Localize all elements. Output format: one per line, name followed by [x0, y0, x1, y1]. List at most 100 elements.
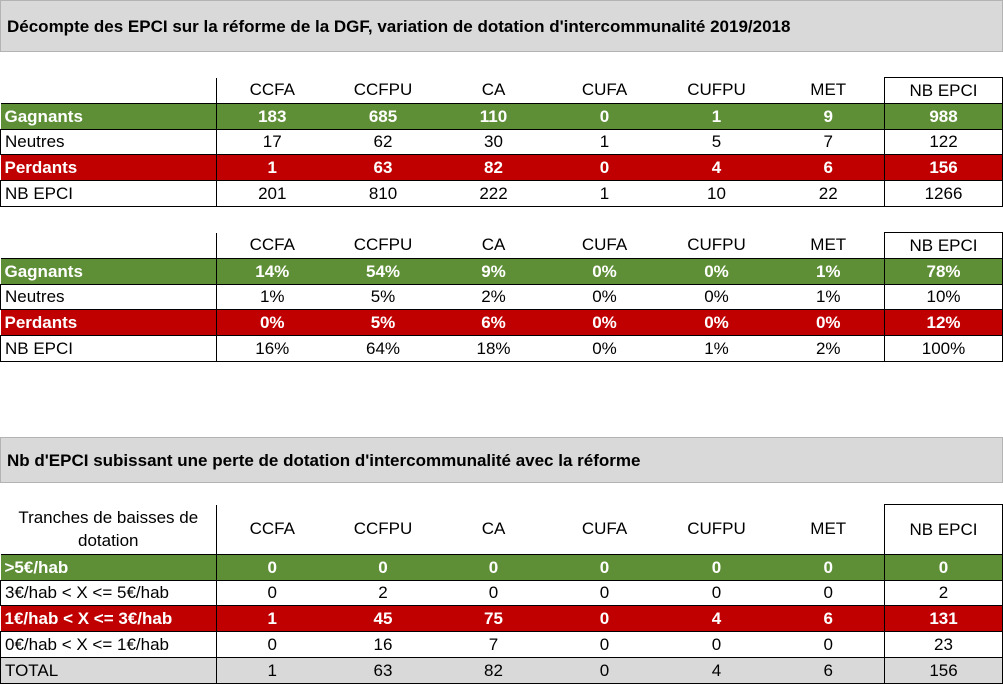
cell: 1 — [548, 180, 661, 207]
cell: 14% — [216, 258, 328, 285]
cell: 9 — [772, 103, 885, 130]
cell: 0% — [772, 309, 885, 336]
tranches-header: Tranches de baisses de dotation — [0, 504, 217, 555]
cell: 82 — [438, 657, 549, 684]
row-label: Gagnants — [0, 258, 217, 285]
row-label: Neutres — [0, 129, 217, 155]
col-header: MET — [772, 232, 885, 259]
cell: 78% — [884, 258, 1003, 285]
cell: 1% — [772, 258, 885, 285]
table-row: Perdants 0% 5% 6% 0% 0% 0% 12% — [0, 309, 1003, 336]
cell: 1266 — [884, 180, 1003, 207]
cell: 1% — [216, 284, 328, 310]
col-header: MET — [772, 77, 885, 104]
cell: 5% — [327, 284, 439, 310]
table-decompte-counts: CCFA CCFPU CA CUFA CUFPU MET NB EPCI Gag… — [0, 77, 1003, 207]
col-header: CA — [438, 232, 549, 259]
cell: 18% — [438, 335, 549, 362]
cell: 183 — [216, 103, 328, 130]
col-header: NB EPCI — [884, 232, 1003, 259]
cell: 810 — [327, 180, 439, 207]
col-header: CCFA — [216, 232, 328, 259]
table-row: Neutres 17 62 30 1 5 7 122 — [0, 129, 1003, 155]
table-header-row: CCFA CCFPU CA CUFA CUFPU MET NB EPCI — [0, 232, 1003, 259]
cell: 0% — [660, 284, 773, 310]
row-label: Perdants — [0, 154, 217, 181]
cell: 0 — [216, 580, 328, 606]
cell: 75 — [438, 605, 549, 632]
cell: 1 — [216, 605, 328, 632]
cell: 4 — [660, 605, 773, 632]
cell: 0 — [548, 605, 661, 632]
row-label: 1€/hab < X <= 3€/hab — [0, 605, 217, 632]
cell: 5% — [327, 309, 439, 336]
cell: 201 — [216, 180, 328, 207]
cell: 0% — [660, 258, 773, 285]
row-label: >5€/hab — [0, 554, 217, 581]
col-header: CUFPU — [660, 232, 773, 259]
cell: 156 — [884, 154, 1003, 181]
cell: 1% — [660, 335, 773, 362]
row-label: Perdants — [0, 309, 217, 336]
cell: 0% — [548, 284, 661, 310]
table-row: >5€/hab 0 0 0 0 0 0 0 — [0, 554, 1003, 581]
cell: 10% — [884, 284, 1003, 310]
cell: 0 — [548, 657, 661, 684]
table-row: 0€/hab < X <= 1€/hab 0 16 7 0 0 0 23 — [0, 631, 1003, 658]
cell: 22 — [772, 180, 885, 207]
table-header-row: Tranches de baisses de dotation CCFA CCF… — [0, 504, 1003, 555]
row-label: NB EPCI — [0, 335, 217, 362]
cell: 30 — [438, 129, 549, 155]
cell: 10 — [660, 180, 773, 207]
col-header: CA — [438, 504, 549, 555]
cell: 82 — [438, 154, 549, 181]
table-decompte-percent: CCFA CCFPU CA CUFA CUFPU MET NB EPCI Gag… — [0, 232, 1003, 362]
cell: 100% — [884, 335, 1003, 362]
cell: 1 — [548, 129, 661, 155]
cell: 122 — [884, 129, 1003, 155]
cell: 2 — [884, 580, 1003, 606]
col-header: CCFPU — [327, 232, 439, 259]
cell: 45 — [327, 605, 439, 632]
cell: 63 — [327, 657, 439, 684]
cell: 0 — [660, 580, 773, 606]
cell: 64% — [327, 335, 439, 362]
cell: 2% — [772, 335, 885, 362]
col-header: CA — [438, 77, 549, 104]
table-tranches: Tranches de baisses de dotation CCFA CCF… — [0, 504, 1003, 684]
cell: 1 — [216, 154, 328, 181]
table-row: Gagnants 14% 54% 9% 0% 0% 1% 78% — [0, 258, 1003, 285]
title-perte-text: Nb d'EPCI subissant une perte de dotatio… — [7, 450, 641, 470]
cell: 0 — [216, 631, 328, 658]
table-row-total: TOTAL 1 63 82 0 4 6 156 — [0, 657, 1003, 684]
cell: 17 — [216, 129, 328, 155]
cell: 1 — [660, 103, 773, 130]
col-header: CUFPU — [660, 77, 773, 104]
cell: 63 — [327, 154, 439, 181]
table-row: 1€/hab < X <= 3€/hab 1 45 75 0 4 6 131 — [0, 605, 1003, 632]
col-header: CCFA — [216, 504, 328, 555]
row-label: 3€/hab < X <= 5€/hab — [0, 580, 217, 606]
cell: 0 — [327, 554, 439, 581]
table-row: NB EPCI 16% 64% 18% 0% 1% 2% 100% — [0, 335, 1003, 362]
cell: 1% — [772, 284, 885, 310]
cell: 16% — [216, 335, 328, 362]
cell: 0 — [548, 154, 661, 181]
cell: 131 — [884, 605, 1003, 632]
cell: 6 — [772, 154, 885, 181]
table-row: Gagnants 183 685 110 0 1 9 988 — [0, 103, 1003, 130]
cell: 0% — [548, 309, 661, 336]
cell: 0 — [548, 631, 661, 658]
cell: 0 — [772, 631, 885, 658]
row-label: Neutres — [0, 284, 217, 310]
cell: 988 — [884, 103, 1003, 130]
cell: 0% — [548, 258, 661, 285]
col-header: CUFA — [548, 504, 661, 555]
cell: 0% — [660, 309, 773, 336]
cell: 0 — [548, 103, 661, 130]
cell: 16 — [327, 631, 439, 658]
col-header: CUFPU — [660, 504, 773, 555]
cell: 222 — [438, 180, 549, 207]
cell: 0% — [216, 309, 328, 336]
row-label: NB EPCI — [0, 180, 217, 207]
